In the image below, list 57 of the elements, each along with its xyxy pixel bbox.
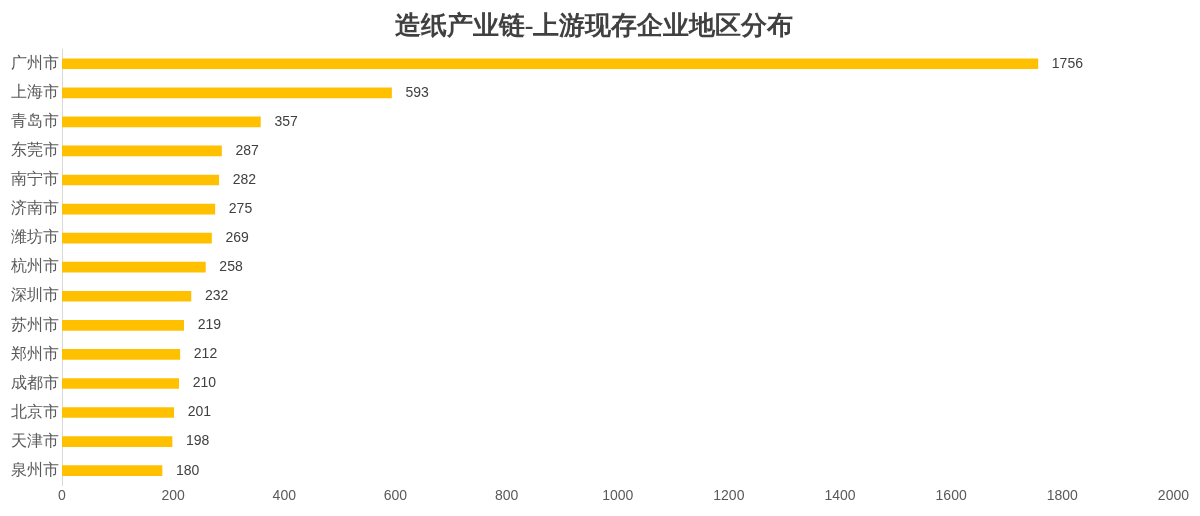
bar [62, 436, 173, 447]
x-tick-label: 1400 [824, 487, 856, 504]
y-tick-label: 南宁市 [11, 170, 59, 188]
data-label: 357 [274, 112, 298, 129]
x-tick-label: 1800 [1046, 487, 1079, 504]
bar [62, 58, 1039, 70]
x-tick-label: 1600 [935, 487, 967, 504]
bar [62, 407, 175, 418]
bar [62, 145, 222, 157]
data-label: 269 [225, 228, 250, 245]
x-tick-label: 1000 [602, 487, 634, 504]
data-label: 275 [228, 199, 253, 216]
y-tick-label: 苏州市 [11, 315, 59, 333]
x-tick-label: 200 [161, 487, 186, 504]
data-label: 287 [235, 141, 260, 158]
y-tick-label: 天津市 [11, 431, 59, 449]
data-label: 593 [405, 83, 430, 100]
bar [62, 261, 206, 273]
bar [62, 378, 180, 389]
y-tick-label: 济南市 [11, 199, 59, 217]
chart-title: 造纸产业链-上游现存企业地区分布 [394, 11, 794, 41]
bar [62, 174, 220, 186]
data-label: 1756 [1051, 54, 1084, 71]
x-tick-label: 2000 [1157, 487, 1190, 504]
x-tick-label: 0 [58, 487, 67, 504]
bar [62, 232, 212, 244]
bar [62, 290, 192, 302]
data-label: 198 [186, 432, 210, 449]
y-tick-label: 杭州市 [10, 257, 59, 275]
x-tick-label: 1200 [713, 487, 745, 504]
y-tick-label: 泉州市 [11, 460, 59, 478]
data-label: 210 [192, 374, 217, 391]
data-label: 219 [197, 316, 222, 333]
y-tick-label: 北京市 [11, 402, 59, 420]
y-tick-label: 广州市 [11, 53, 59, 71]
y-tick-label: 青岛市 [11, 112, 59, 130]
bar [62, 203, 216, 215]
data-label: 282 [232, 170, 257, 187]
x-tick-label: 400 [272, 487, 297, 504]
data-label: 201 [187, 403, 212, 420]
y-tick-label: 深圳市 [11, 286, 59, 304]
bar [62, 349, 181, 360]
data-label: 258 [219, 258, 243, 275]
bar [62, 87, 392, 99]
y-tick-label: 郑州市 [11, 344, 59, 362]
y-tick-label: 成都市 [11, 373, 59, 391]
x-tick-label: 600 [383, 487, 408, 504]
y-tick-label: 东莞市 [11, 141, 59, 159]
x-tick-label: 800 [494, 487, 519, 504]
bar [62, 320, 185, 331]
data-label: 232 [204, 287, 229, 304]
bar [62, 465, 163, 476]
y-tick-label: 潍坊市 [11, 228, 59, 246]
data-label: 180 [176, 461, 200, 478]
bar [62, 116, 261, 128]
data-label: 212 [193, 345, 218, 362]
y-tick-label: 上海市 [11, 83, 59, 100]
